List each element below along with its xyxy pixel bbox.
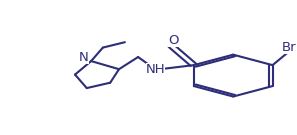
Text: Br: Br <box>281 41 296 54</box>
Text: N: N <box>79 51 89 64</box>
Text: NH: NH <box>146 63 165 76</box>
Text: O: O <box>168 34 178 47</box>
